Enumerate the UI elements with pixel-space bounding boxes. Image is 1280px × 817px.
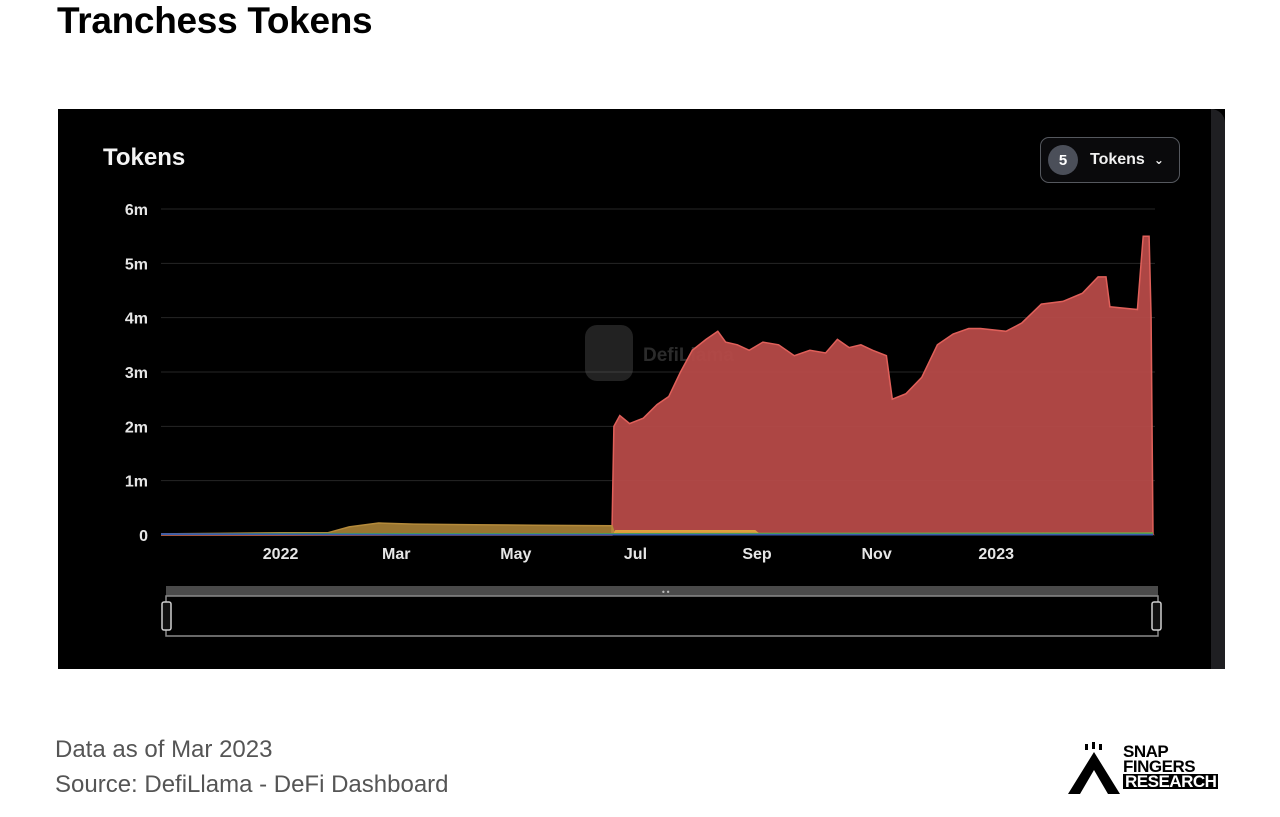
range-navigator[interactable]: •• — [161, 586, 1162, 637]
snap-fingers-logo-text: SNAP FINGERS RESEARCH — [1123, 742, 1219, 791]
panel-scroll-edge — [1211, 109, 1225, 669]
x-tick-label: May — [500, 546, 531, 563]
navigator-grip-icon[interactable]: •• — [661, 588, 670, 597]
series-line — [160, 533, 1153, 536]
logo-line-1: SNAP — [1123, 742, 1169, 761]
chart-panel: Tokens 5 Tokens ⌄ DefiLlama 0 1m 2m 3m 4m 5m 6… — [58, 109, 1225, 669]
y-tick-label: 2m — [125, 419, 148, 436]
chart-title: Tokens — [103, 144, 186, 171]
series-area — [161, 523, 1153, 535]
x-tick-label: Mar — [382, 546, 410, 563]
logo-line-2: FINGERS — [1123, 757, 1196, 776]
navigator-right-handle[interactable] — [1151, 601, 1162, 631]
tokens-selector-button[interactable]: 5 Tokens ⌄ — [1040, 137, 1180, 183]
series-area — [161, 530, 1153, 535]
series-area — [161, 236, 1153, 535]
chevron-down-icon: ⌄ — [1153, 153, 1164, 167]
x-tick-label: Jul — [624, 546, 647, 563]
tokens-selector-label: Tokens — [1090, 151, 1145, 168]
y-tick-label: 3m — [125, 365, 148, 382]
y-tick-label: 0 — [139, 528, 148, 545]
defillama-logo-icon — [585, 325, 633, 381]
page-title: Tranchess Tokens — [57, 0, 373, 41]
x-tick-label: 2023 — [978, 546, 1014, 563]
token-count-badge: 5 — [1048, 145, 1078, 175]
navigator-track[interactable] — [166, 586, 1158, 596]
navigator-window[interactable] — [165, 595, 1159, 637]
x-tick-label: Nov — [861, 546, 891, 563]
y-tick-label: 1m — [125, 474, 148, 491]
y-tick-label: 4m — [125, 311, 148, 328]
series-line — [161, 235, 1154, 536]
x-tick-label: Sep — [742, 546, 772, 563]
footer-date: Data as of Mar 2023 — [55, 736, 273, 763]
snap-fingers-logo-icon — [1068, 742, 1120, 794]
footer-source: Source: DefiLlama - DeFi Dashboard — [55, 771, 449, 798]
y-tick-label: 5m — [125, 256, 148, 273]
navigator-left-handle[interactable] — [161, 601, 172, 631]
x-tick-label: 2022 — [263, 546, 299, 563]
y-tick-label: 6m — [125, 202, 148, 219]
logo-line-3: RESEARCH — [1123, 772, 1219, 791]
